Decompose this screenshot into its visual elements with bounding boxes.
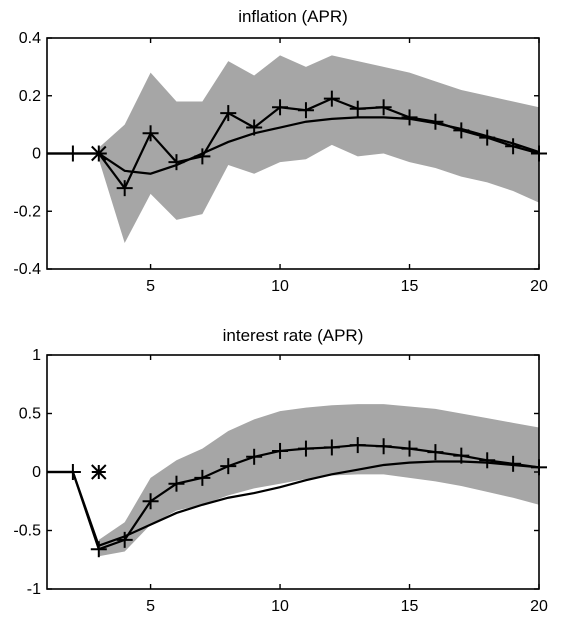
inflation-point-marker — [272, 99, 289, 116]
interest-rate-x-tick-label: 10 — [271, 598, 289, 615]
interest-rate-y-tick-label: 0.5 — [19, 406, 41, 423]
inflation-confidence-band — [98, 55, 539, 244]
inflation-y-tick-label: 0 — [32, 146, 41, 163]
interest-rate-special-marker — [91, 464, 107, 480]
inflation-x-tick-label: 5 — [146, 278, 155, 295]
interest-rate-x-tick-label: 20 — [530, 598, 548, 615]
interest-rate-y-tick-label: -1 — [27, 581, 41, 598]
interest-rate-point-marker — [194, 469, 211, 486]
inflation-y-tick-label: -0.4 — [13, 261, 41, 278]
interest-rate-point-marker — [297, 440, 314, 457]
interest-rate-x-tick-label: 15 — [401, 598, 419, 615]
inflation-estimated-response-line — [47, 97, 539, 191]
inflation-y-tick-label: -0.2 — [13, 203, 41, 220]
inflation-point-marker — [349, 100, 366, 117]
interest-rate-point-marker — [220, 458, 237, 475]
inflation-point-marker — [479, 129, 496, 146]
interest-rate-point-marker — [453, 447, 470, 464]
inflation-point-marker — [194, 148, 211, 165]
inflation-point-marker — [323, 90, 340, 107]
inflation-x-tick-label: 10 — [271, 278, 289, 295]
inflation-point-marker — [297, 102, 314, 119]
inflation-x-tick-label: 15 — [401, 278, 419, 295]
interest-rate-point-marker — [401, 440, 418, 457]
inflation-panel: inflation (APR) 5 10 15 20 -0.4 -0.2 0 0.2 0.4 — [13, 7, 548, 295]
interest-rate-point-marker — [479, 452, 496, 469]
inflation-point-marker — [427, 113, 444, 130]
inflation-chart-title: inflation (APR) — [238, 7, 348, 26]
interest-rate-y-tick-label: 0 — [32, 464, 41, 481]
interest-rate-point-marker — [349, 437, 366, 454]
inflation-point-marker — [220, 105, 237, 122]
interest-rate-point-marker — [116, 531, 133, 548]
interest-rate-x-tick-label: 5 — [146, 598, 155, 615]
interest-rate-point-marker — [142, 493, 159, 510]
inflation-special-marker — [91, 145, 107, 162]
inflation-point-marker — [401, 109, 418, 126]
interest-rate-y-tick-label: -0.5 — [13, 523, 41, 540]
inflation-point-marker — [375, 99, 392, 116]
inflation-point-marker — [246, 119, 263, 136]
interest-rate-panel: interest rate (APR) 5 10 15 20 -1 -0.5 0 0.5 1 — [13, 326, 548, 615]
inflation-y-tick-label: 0.2 — [19, 88, 41, 105]
interest-rate-point-marker — [505, 455, 522, 472]
interest-rate-point-marker — [272, 442, 289, 459]
interest-rate-point-marker — [168, 475, 185, 492]
inflation-y-tick-label: 0.4 — [19, 30, 41, 47]
inflation-point-marker — [505, 138, 522, 155]
interest-rate-y-tick-label: 1 — [32, 347, 41, 364]
interest-rate-point-marker — [64, 464, 81, 480]
inflation-point-marker — [168, 154, 185, 171]
inflation-point-marker — [64, 145, 81, 162]
inflation-point-marker — [142, 125, 159, 142]
inflation-point-marker — [453, 122, 470, 139]
interest-rate-point-marker — [427, 444, 444, 461]
interest-rate-chart-title: interest rate (APR) — [223, 326, 364, 345]
interest-rate-point-marker — [246, 448, 263, 465]
inflation-x-tick-label: 20 — [530, 278, 548, 295]
interest-rate-confidence-band — [98, 404, 539, 557]
inflation-point-marker — [116, 180, 133, 197]
interest-rate-point-marker — [90, 541, 107, 558]
interest-rate-point-marker — [375, 438, 392, 455]
interest-rate-point-marker — [323, 439, 340, 456]
